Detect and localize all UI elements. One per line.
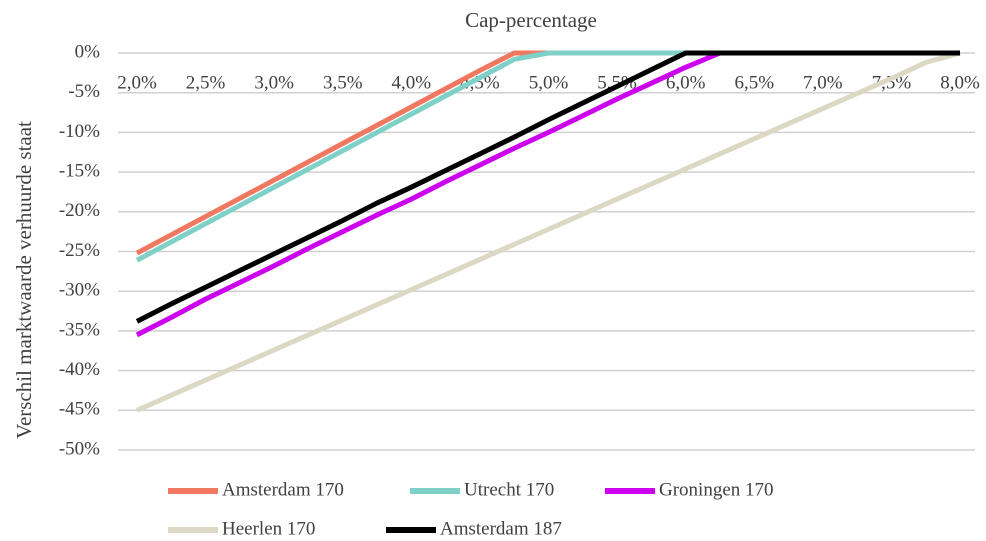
x-tick-label: 3,0% [254, 72, 294, 93]
x-tick-label: 2,0% [117, 72, 157, 93]
y-tick-label: -45% [59, 399, 100, 420]
y-tick-label: -5% [68, 81, 100, 102]
legend-label: Amsterdam 187 [440, 518, 562, 539]
y-tick-label: -35% [59, 319, 100, 340]
x-tick-label: 5,5% [597, 72, 637, 93]
x-tick-label: 7,0% [803, 72, 843, 93]
x-tick-label: 7,5% [872, 72, 912, 93]
y-tick-label: -20% [59, 200, 100, 221]
x-tick-label: 6,5% [734, 72, 774, 93]
x-tick-label: 3,5% [323, 72, 363, 93]
x-tick-label: 2,5% [186, 72, 226, 93]
series-line [135, 50, 960, 324]
chart-title: Cap-percentage [465, 8, 597, 32]
y-axis-title: Verschil marktwaarde verhuurde staat [12, 121, 36, 439]
y-tick-label: -40% [59, 359, 100, 380]
series-line [135, 50, 961, 413]
y-tick-label: -50% [59, 438, 100, 459]
y-tick-label: -15% [59, 160, 100, 181]
y-tick-label: -30% [59, 280, 100, 301]
legend-label: Utrecht 170 [464, 479, 554, 500]
x-tick-label: 8,0% [940, 72, 980, 93]
y-tick-label: -10% [59, 121, 100, 142]
y-tick-label: 0% [75, 41, 101, 62]
y-tick-label: -25% [59, 240, 100, 261]
x-tick-label: 4,0% [392, 72, 432, 93]
legend-label: Amsterdam 170 [222, 479, 344, 500]
legend-label: Groningen 170 [659, 479, 774, 500]
x-tick-label: 5,0% [529, 72, 569, 93]
x-tick-label: 6,0% [666, 72, 706, 93]
legend-label: Heerlen 170 [222, 518, 315, 539]
